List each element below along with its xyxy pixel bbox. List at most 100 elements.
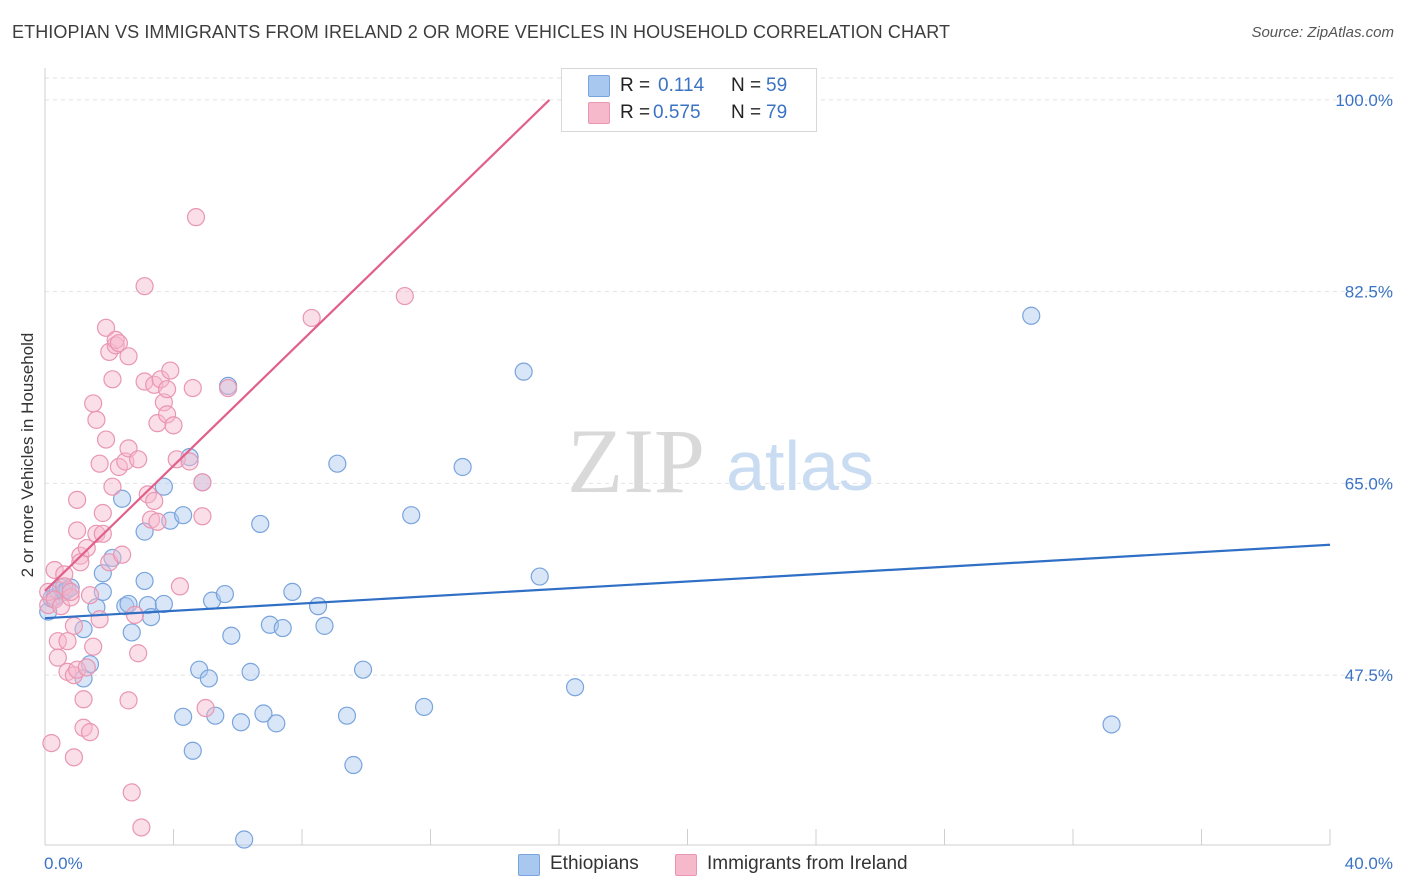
- ireland-point: [109, 334, 128, 353]
- ethiopians-point: [215, 584, 234, 604]
- watermark: ZIP atlas: [567, 410, 874, 512]
- n-value: 79: [766, 102, 788, 123]
- ireland-point: [395, 286, 414, 306]
- ireland-point: [68, 490, 87, 509]
- ireland-point: [74, 690, 93, 709]
- ireland-point: [42, 733, 61, 753]
- r-label: R =: [620, 75, 651, 96]
- source-note: Source: ZipAtlas.com: [1251, 24, 1394, 41]
- x-tick-label: 40.0%: [1345, 854, 1393, 873]
- ireland-point: [129, 450, 148, 469]
- ireland-point: [106, 336, 125, 355]
- y-tick-label: 100.0%: [1335, 91, 1393, 110]
- ireland-point: [180, 452, 199, 471]
- y-tick-label: 47.5%: [1345, 666, 1393, 685]
- ethiopians-point: [315, 616, 334, 635]
- ethiopians-point: [337, 706, 357, 725]
- ireland-point: [77, 658, 96, 677]
- ireland-point: [103, 370, 122, 389]
- ireland-point: [90, 454, 109, 473]
- ethiopians-point: [402, 506, 421, 525]
- ireland-point: [135, 277, 154, 296]
- tick-labels: 47.5% 65.0% 82.5% 100.0% 0.0% 40.0%: [44, 91, 1393, 873]
- ethiopians-point: [135, 571, 154, 591]
- ethiopians-point: [93, 564, 112, 583]
- ethiopians-point: [283, 582, 302, 601]
- watermark-atlas: atlas: [726, 427, 874, 505]
- ireland-point: [61, 588, 80, 607]
- ireland-point: [135, 372, 154, 391]
- ethiopians-point: [74, 620, 93, 639]
- y-tick-label: 82.5%: [1345, 283, 1393, 302]
- ireland-point: [61, 582, 80, 601]
- ethiopians-point: [353, 660, 373, 679]
- series-legend: Ethiopians Immigrants from Ireland: [0, 850, 1406, 878]
- correlation-legend: R = 0.114 N = 59 R = 0.575 N = 79: [561, 68, 817, 132]
- ethiopians-point: [453, 457, 472, 477]
- ethiopians-point: [1022, 306, 1041, 325]
- ireland-point: [129, 644, 148, 663]
- x-tick-label: 0.0%: [44, 854, 83, 873]
- ireland-point: [64, 616, 84, 635]
- y-tick-label: 65.0%: [1345, 474, 1393, 493]
- ireland-point: [157, 405, 177, 424]
- ireland-point: [148, 512, 167, 531]
- ireland-point: [196, 698, 215, 718]
- ireland-point: [119, 691, 138, 710]
- ethiopians-point: [122, 623, 141, 642]
- ireland-point: [145, 491, 164, 511]
- ireland-point: [193, 507, 212, 526]
- ireland-point: [87, 410, 106, 429]
- ireland-point: [186, 208, 206, 227]
- ireland-point: [58, 632, 77, 651]
- legend-label: Ethiopians: [550, 853, 639, 874]
- ethiopians-point: [251, 514, 270, 534]
- ethiopians-point: [241, 662, 260, 681]
- ethiopians-point: [273, 618, 292, 638]
- ethiopians-point: [235, 830, 254, 849]
- ireland-point: [161, 361, 180, 380]
- n-label: N =: [731, 102, 762, 123]
- r-label: R =: [620, 102, 651, 123]
- ireland-point: [125, 605, 145, 625]
- axes: [44, 68, 1331, 846]
- ethiopians-point: [1102, 715, 1121, 734]
- chart-title: ETHIOPIAN VS IMMIGRANTS FROM IRELAND 2 O…: [12, 22, 951, 42]
- y-axis-label: 2 or more Vehicles in Household: [18, 332, 37, 578]
- trend-lines: [44, 99, 1331, 620]
- ireland-point: [170, 577, 190, 596]
- ethiopians-point: [154, 477, 173, 496]
- ireland-point: [119, 347, 138, 366]
- legend-swatch-blue: [518, 854, 540, 876]
- ethiopians-point: [222, 626, 241, 645]
- ireland-point: [45, 560, 64, 580]
- ethiopians-point: [174, 506, 193, 525]
- ethiopians-point: [414, 697, 434, 717]
- ethiopians-point: [344, 755, 363, 775]
- watermark-zip: ZIP: [567, 410, 705, 512]
- ireland-point: [45, 590, 64, 609]
- ireland-point: [84, 394, 103, 413]
- ethiopians-point: [328, 454, 347, 473]
- ireland-point: [48, 648, 67, 667]
- ireland-point: [132, 818, 151, 837]
- ethiopians-point: [308, 597, 328, 616]
- gridlines: [45, 77, 1393, 676]
- n-value: 59: [766, 75, 788, 96]
- ethiopians-point: [231, 713, 251, 732]
- ireland-point: [96, 430, 116, 449]
- ireland-point: [122, 783, 141, 802]
- legend-label: Immigrants from Ireland: [707, 853, 908, 874]
- ireland-point: [157, 380, 177, 399]
- ireland-point: [103, 477, 122, 496]
- r-value: 0.575: [653, 102, 701, 123]
- ireland-point: [138, 485, 157, 504]
- legend-swatch-blue: [588, 75, 610, 97]
- ireland-point: [183, 378, 202, 398]
- ireland-point: [64, 748, 84, 767]
- ireland-point: [80, 723, 100, 742]
- ethiopians-point: [154, 594, 173, 614]
- ireland-point: [302, 308, 321, 328]
- ireland-point: [96, 318, 116, 337]
